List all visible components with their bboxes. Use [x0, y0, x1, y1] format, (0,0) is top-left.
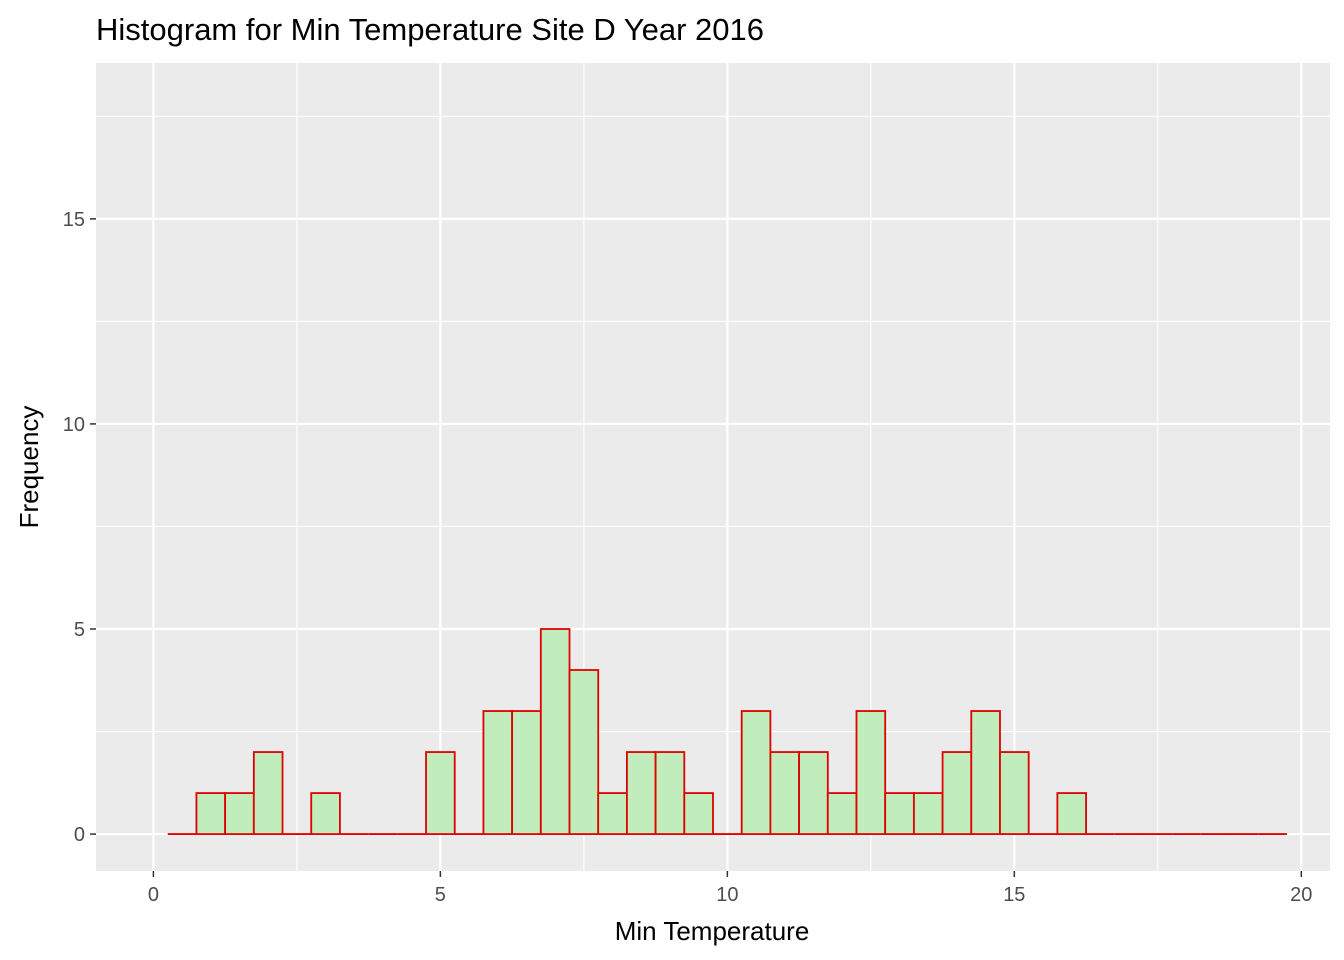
histogram-bar — [252, 751, 284, 835]
histogram-bar — [1056, 792, 1087, 835]
histogram-bar — [195, 792, 227, 835]
x-tick-label: 0 — [148, 884, 159, 906]
x-tick-label: 5 — [435, 884, 446, 906]
x-tick-label: 10 — [716, 884, 738, 906]
histogram-bar — [539, 628, 571, 835]
y-axis: 0 5 10 15 — [63, 209, 96, 846]
histogram-bar — [884, 792, 915, 835]
histogram-bar — [999, 751, 1030, 835]
y-tick-label: 0 — [74, 824, 85, 846]
grid-minor-lines — [96, 63, 1330, 871]
histogram-bar — [568, 669, 600, 835]
histogram-bar — [654, 751, 686, 835]
histogram-bar — [597, 792, 628, 835]
histogram-bar — [740, 710, 772, 835]
histogram-bar — [482, 710, 514, 835]
histogram-bar — [826, 792, 858, 835]
chart-title: Histogram for Min Temperature Site D Yea… — [96, 12, 764, 47]
histogram-bar — [511, 710, 542, 835]
histogram-bar — [683, 792, 714, 835]
x-axis-title: Min Temperature — [615, 916, 810, 946]
y-tick-label: 10 — [63, 414, 85, 436]
histogram-bar — [970, 710, 1001, 835]
y-tick-label: 15 — [63, 209, 85, 231]
x-tick-label: 15 — [1003, 884, 1025, 906]
y-axis-title: Frequency — [14, 406, 44, 529]
plot-panel — [96, 63, 1330, 871]
histogram-bars — [167, 628, 1287, 835]
histogram-bar — [855, 710, 887, 835]
histogram-bar — [769, 751, 800, 835]
histogram-bar — [798, 751, 829, 835]
histogram-bar — [310, 792, 341, 835]
histogram-bar — [224, 792, 255, 835]
histogram-bar — [912, 792, 944, 835]
histogram-bar — [425, 751, 456, 835]
histogram-bar — [626, 751, 657, 835]
histogram-bar — [941, 751, 973, 835]
x-tick-label: 20 — [1290, 884, 1312, 906]
y-tick-label: 5 — [74, 619, 85, 641]
x-axis: 0 5 10 15 20 — [148, 871, 1312, 906]
